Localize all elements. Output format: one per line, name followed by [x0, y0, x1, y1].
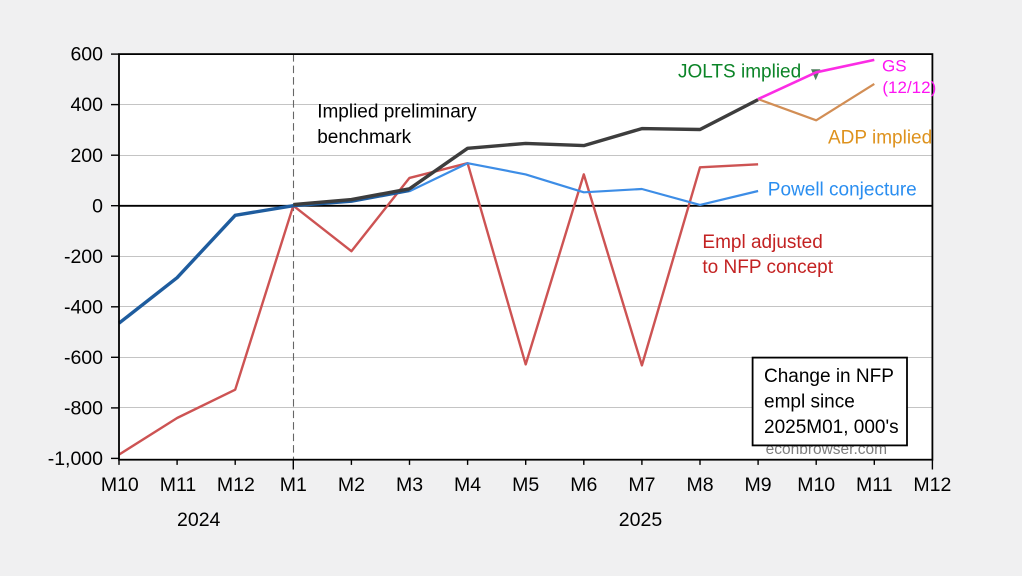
svg-text:Implied preliminary: Implied preliminary: [317, 102, 477, 123]
svg-text:M6: M6: [570, 474, 597, 496]
svg-text:Change in NFP: Change in NFP: [764, 366, 894, 387]
svg-text:2024: 2024: [177, 509, 221, 531]
svg-text:M11: M11: [160, 474, 197, 496]
svg-text:600: 600: [70, 44, 103, 66]
svg-text:200: 200: [70, 145, 103, 167]
svg-text:400: 400: [70, 94, 103, 116]
svg-text:M12: M12: [913, 474, 951, 496]
svg-text:2025: 2025: [619, 509, 663, 531]
svg-text:-400: -400: [64, 296, 103, 318]
svg-text:M1: M1: [280, 474, 307, 496]
svg-text:Empl adjusted: Empl adjusted: [702, 232, 822, 253]
svg-text:M3: M3: [396, 474, 423, 496]
svg-text:M10: M10: [797, 474, 835, 496]
svg-text:-1,000: -1,000: [48, 448, 103, 470]
svg-text:M10: M10: [101, 474, 139, 496]
svg-text:2025M01, 000's: 2025M01, 000's: [764, 417, 899, 438]
svg-text:M11: M11: [856, 474, 893, 496]
svg-text:ADP implied: ADP implied: [828, 128, 932, 149]
svg-text:M2: M2: [338, 474, 365, 496]
svg-text:-600: -600: [64, 347, 103, 369]
svg-text:M5: M5: [512, 474, 539, 496]
svg-text:to NFP concept: to NFP concept: [702, 257, 833, 278]
svg-text:M4: M4: [454, 474, 481, 496]
svg-text:Powell conjecture: Powell conjecture: [768, 180, 917, 201]
svg-text:M8: M8: [686, 474, 713, 496]
svg-text:0: 0: [92, 195, 103, 217]
svg-text:M12: M12: [217, 474, 255, 496]
svg-text:M7: M7: [628, 474, 655, 496]
svg-text:(12/12): (12/12): [882, 78, 936, 97]
svg-text:GS: GS: [882, 56, 907, 75]
svg-text:benchmark: benchmark: [317, 127, 411, 148]
svg-text:JOLTS implied: JOLTS implied: [678, 61, 801, 82]
svg-text:-200: -200: [64, 246, 103, 268]
svg-text:empl since: empl since: [764, 392, 855, 413]
svg-text:M9: M9: [745, 474, 772, 496]
svg-text:-800: -800: [64, 398, 103, 420]
